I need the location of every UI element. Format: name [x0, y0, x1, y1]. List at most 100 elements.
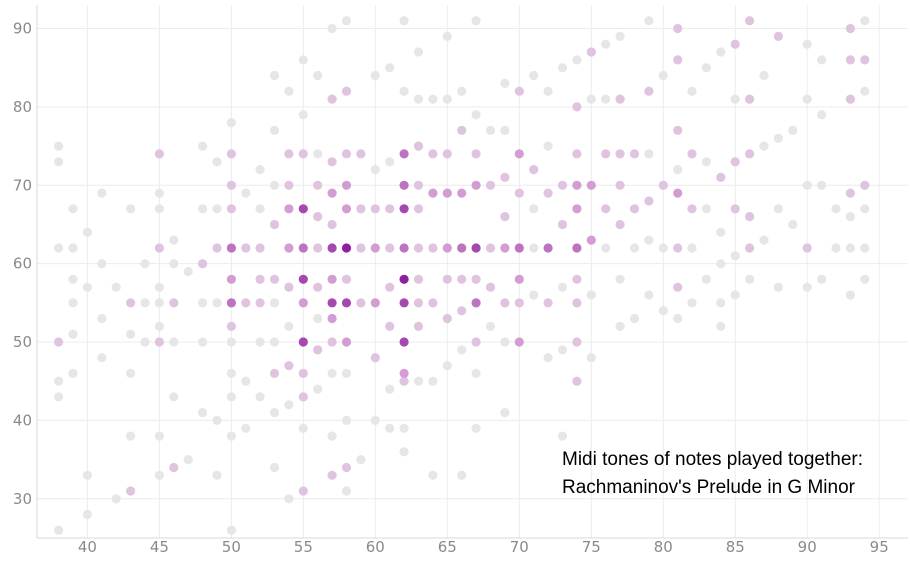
- data-point: [457, 274, 467, 284]
- data-point: [500, 172, 510, 182]
- x-tick-label: 75: [582, 538, 601, 556]
- data-point: [370, 415, 380, 425]
- data-point: [687, 243, 697, 253]
- x-tick-label: 70: [510, 538, 529, 556]
- axes: 40 45 50 55 60 65 70 75 80 85 90 95 30 40 50 60 70 80 90: [13, 5, 908, 556]
- data-point: [442, 188, 452, 198]
- data-point: [615, 219, 625, 230]
- data-point: [154, 337, 164, 347]
- data-point: [298, 298, 308, 308]
- data-point: [802, 282, 812, 292]
- data-point: [341, 149, 352, 159]
- data-point: [298, 55, 308, 65]
- data-point: [385, 157, 395, 167]
- data-point: [428, 243, 438, 253]
- data-point: [514, 188, 524, 198]
- data-point: [82, 509, 92, 520]
- data-point: [269, 219, 280, 230]
- y-tick-label: 30: [13, 490, 32, 508]
- data-point: [385, 243, 395, 253]
- data-point: [658, 70, 668, 81]
- data-point: [284, 86, 294, 96]
- data-point: [817, 180, 827, 190]
- data-point: [557, 180, 568, 190]
- data-point: [255, 298, 265, 308]
- y-tick-label: 40: [13, 411, 32, 429]
- data-point: [457, 125, 467, 135]
- data-point: [557, 282, 568, 292]
- data-point: [543, 188, 553, 198]
- data-point: [860, 274, 870, 284]
- data-point: [298, 243, 308, 253]
- data-point: [111, 282, 121, 292]
- data-point: [198, 337, 208, 347]
- data-point: [284, 494, 294, 504]
- x-tick-label: 80: [654, 538, 673, 556]
- data-point: [457, 86, 467, 96]
- data-point: [399, 86, 409, 96]
- data-point: [399, 149, 409, 159]
- data-point: [385, 423, 395, 433]
- data-point: [313, 180, 323, 190]
- data-point: [860, 243, 870, 253]
- data-point: [471, 337, 481, 347]
- data-point: [97, 353, 107, 363]
- data-point: [327, 337, 337, 347]
- data-point: [586, 94, 596, 104]
- data-point: [442, 94, 452, 104]
- data-point: [284, 282, 294, 292]
- data-point: [226, 204, 236, 214]
- data-point: [687, 298, 697, 308]
- data-point: [413, 321, 424, 331]
- data-point: [269, 462, 280, 473]
- data-point: [97, 313, 107, 324]
- data-point: [658, 306, 668, 316]
- data-point: [341, 486, 352, 496]
- chart-annotation: Midi tones of notes played together: Rac…: [562, 446, 863, 502]
- data-point: [529, 243, 539, 253]
- data-point: [716, 227, 726, 237]
- data-point: [370, 353, 380, 363]
- data-point: [255, 337, 265, 347]
- data-point: [601, 149, 611, 159]
- data-point: [673, 55, 683, 65]
- data-point: [745, 149, 755, 159]
- x-tick-label: 50: [222, 538, 241, 556]
- data-point: [500, 125, 510, 135]
- data-point: [457, 243, 467, 253]
- data-point: [485, 243, 496, 253]
- data-point: [327, 313, 337, 324]
- data-point: [370, 70, 380, 81]
- data-point: [586, 47, 596, 57]
- data-point: [745, 94, 755, 104]
- data-point: [154, 282, 164, 292]
- data-point: [399, 204, 409, 214]
- data-point: [615, 180, 625, 190]
- data-point: [701, 274, 712, 284]
- data-point: [514, 149, 524, 159]
- y-tick-label: 90: [13, 20, 32, 38]
- data-point: [327, 243, 337, 253]
- data-point: [572, 204, 582, 214]
- data-point: [845, 55, 856, 65]
- data-point: [298, 337, 308, 347]
- data-point: [730, 290, 740, 300]
- data-point: [284, 149, 294, 159]
- data-point: [126, 298, 136, 308]
- data-point: [169, 462, 179, 473]
- data-point: [370, 165, 380, 175]
- data-point: [773, 133, 784, 143]
- data-point: [385, 282, 395, 292]
- data-point: [126, 368, 136, 378]
- data-point: [313, 70, 323, 81]
- data-point: [557, 63, 568, 73]
- data-point: [860, 180, 870, 190]
- data-point: [54, 141, 64, 151]
- data-point: [442, 243, 452, 253]
- data-point: [845, 212, 856, 222]
- data-point: [615, 321, 625, 331]
- data-point: [255, 392, 265, 402]
- data-point: [572, 376, 582, 386]
- x-tick-label: 85: [726, 538, 745, 556]
- data-point: [716, 321, 726, 331]
